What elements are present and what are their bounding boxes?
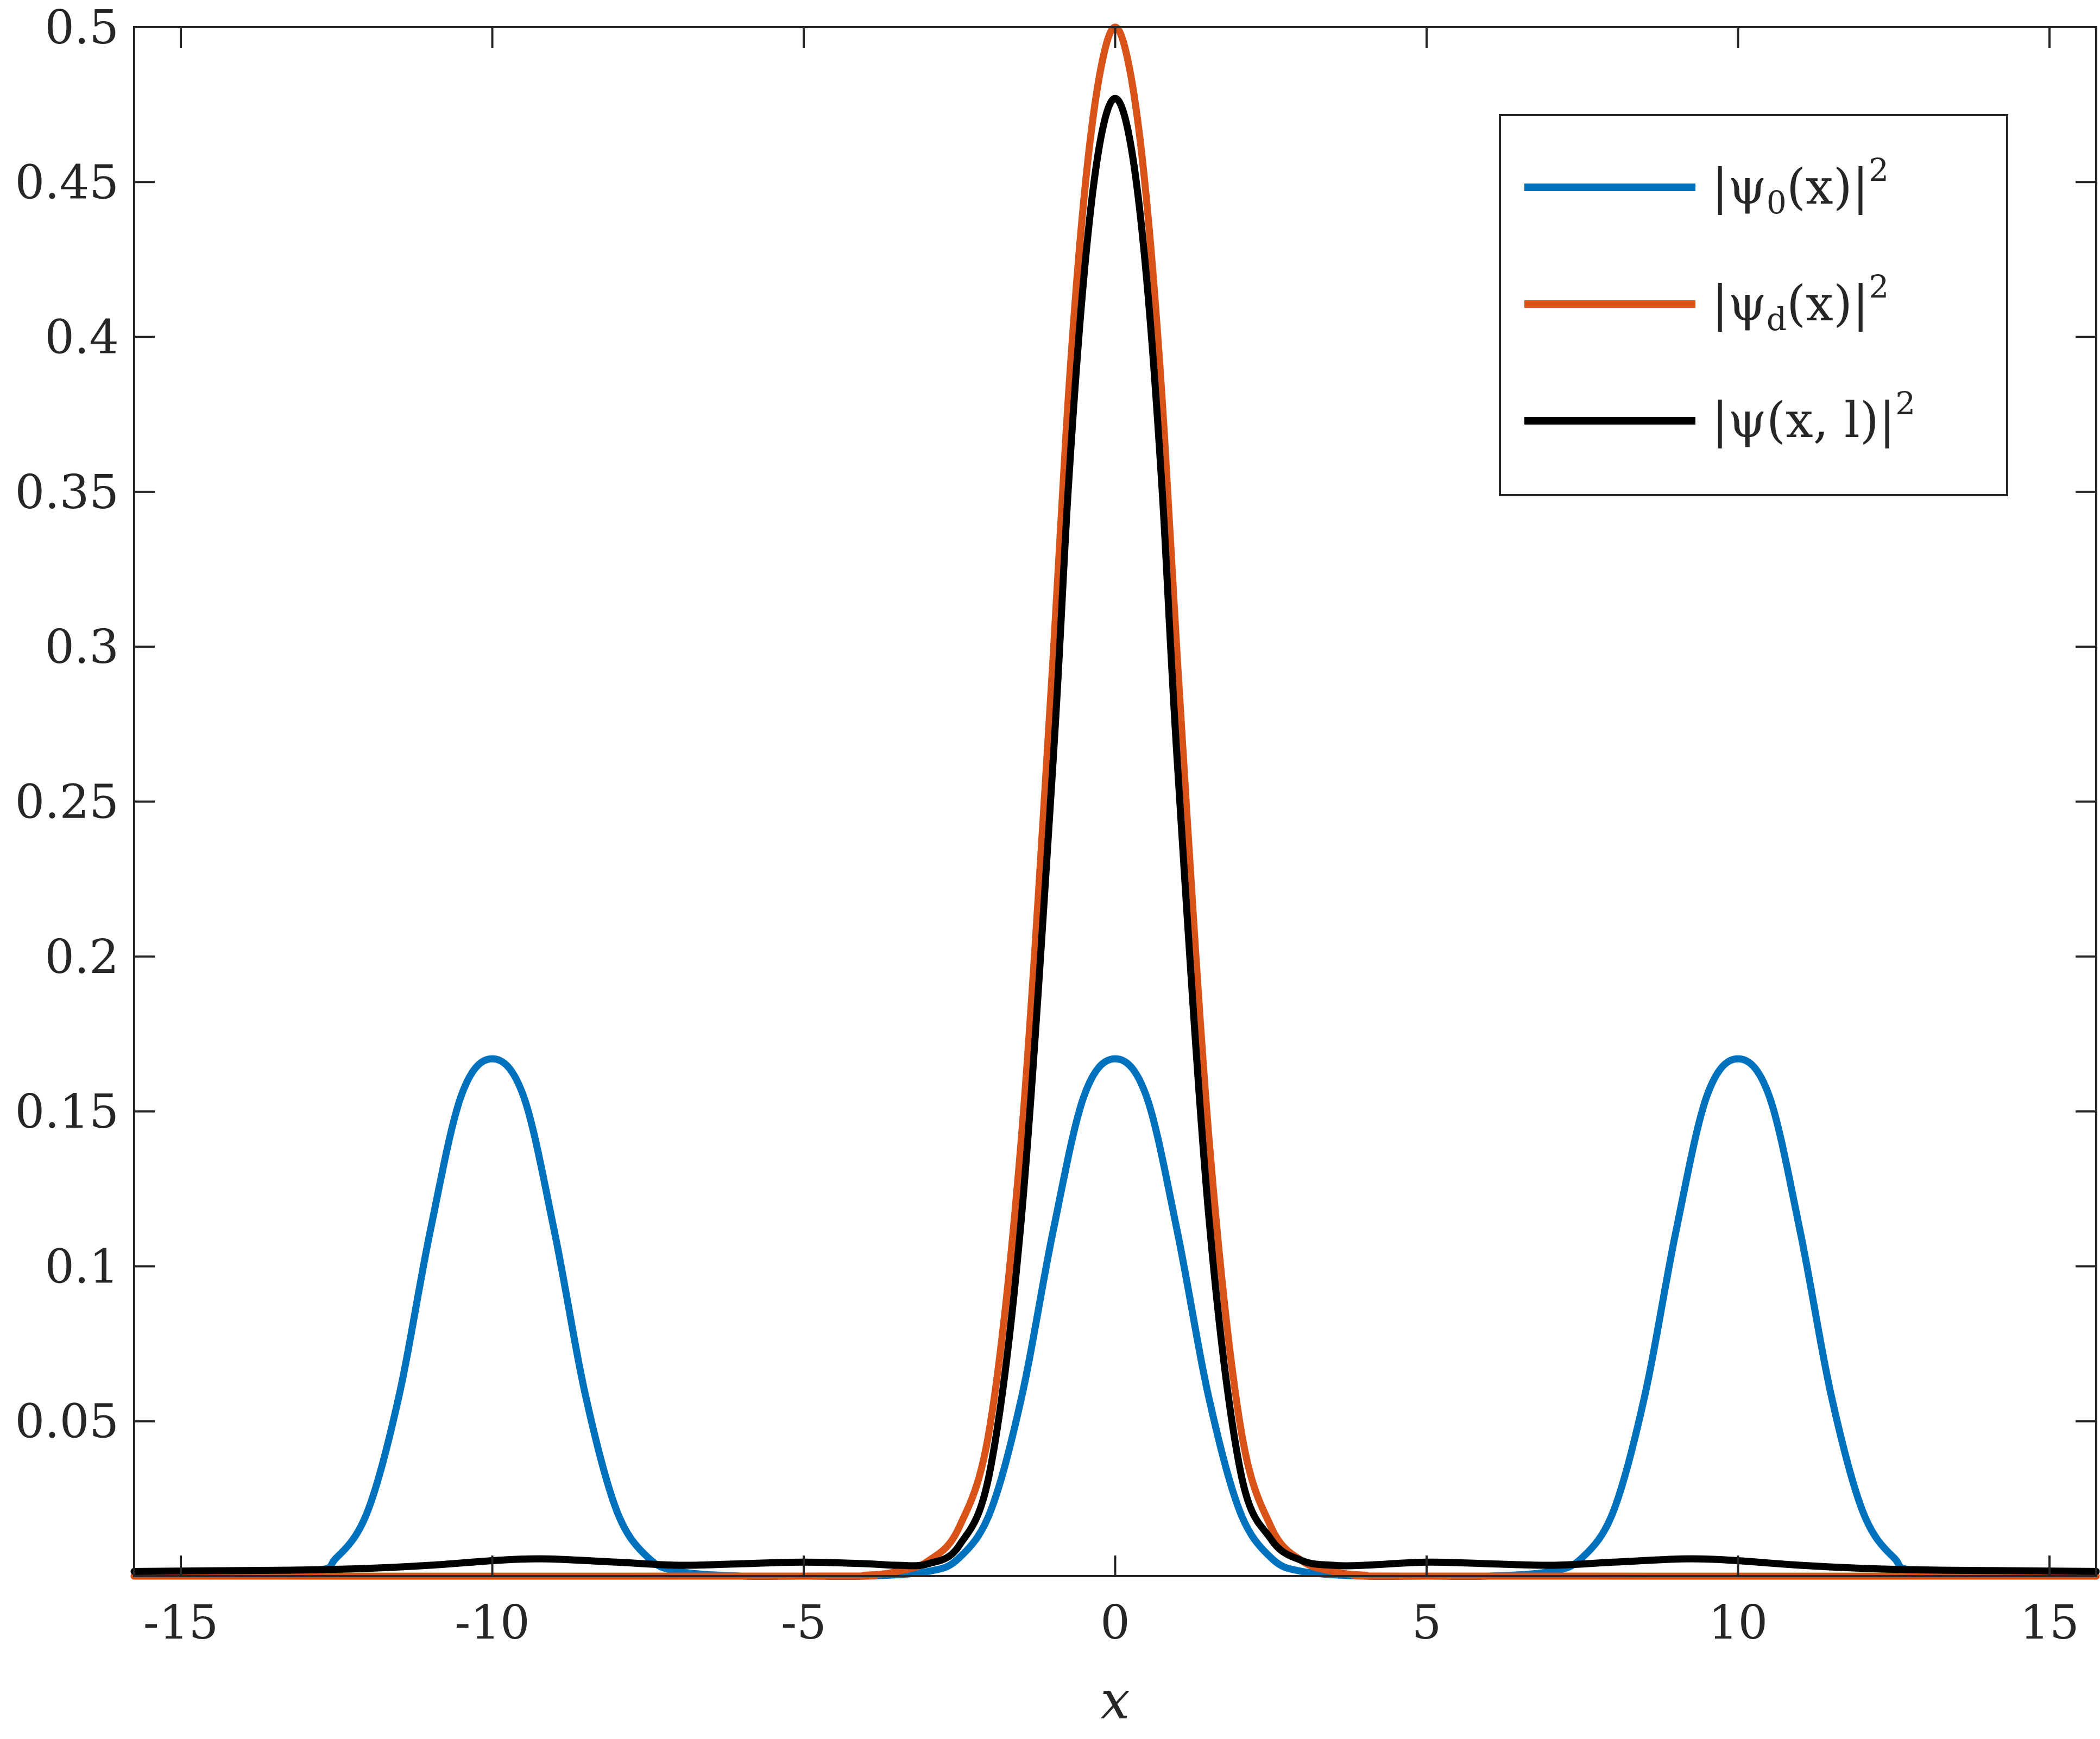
y-tick-label: 0.1 bbox=[45, 1240, 119, 1294]
series-line-2 bbox=[130, 94, 2100, 1575]
y-tick-label: 0.15 bbox=[15, 1085, 119, 1139]
y-tick-label: 0.2 bbox=[45, 930, 119, 984]
y-tick-label: 0.25 bbox=[15, 775, 119, 830]
y-tick-label: 0.05 bbox=[15, 1395, 119, 1449]
x-tick-label: 5 bbox=[1412, 1596, 1442, 1650]
legend-entry-1: |ψd(x)|2 bbox=[1712, 268, 1889, 338]
x-tick-label: -5 bbox=[781, 1596, 827, 1650]
legend-entry-0: |ψ0(x)|2 bbox=[1712, 151, 1889, 221]
ticks-layer: -15 -10 -5 0 5 10 15 0.05 0.1 0.15 0.2 0.25 0.3 0.35 0… bbox=[15, 1, 2096, 1650]
y-tick-label: 0.45 bbox=[15, 155, 119, 210]
x-tick-label: 0 bbox=[1100, 1596, 1130, 1650]
legend-entry-2: |ψ(x, l)|2 bbox=[1712, 385, 1915, 449]
y-tick-label: 0.3 bbox=[45, 620, 119, 674]
series-line-0 bbox=[130, 1055, 2100, 1580]
y-tick-label: 0.4 bbox=[45, 311, 119, 365]
x-tick-label: -10 bbox=[455, 1596, 530, 1650]
x-tick-label: 15 bbox=[2020, 1596, 2079, 1650]
legend: |ψ0(x)|2 |ψd(x)|2 |ψ(x, l)|2 bbox=[1499, 114, 2008, 496]
x-tick-label: 10 bbox=[1708, 1596, 1768, 1650]
x-axis-label: x bbox=[1100, 1670, 1130, 1731]
y-tick-label: 0.5 bbox=[45, 1, 119, 55]
x-tick-label: -15 bbox=[143, 1596, 219, 1650]
y-tick-label: 0.35 bbox=[15, 465, 119, 520]
